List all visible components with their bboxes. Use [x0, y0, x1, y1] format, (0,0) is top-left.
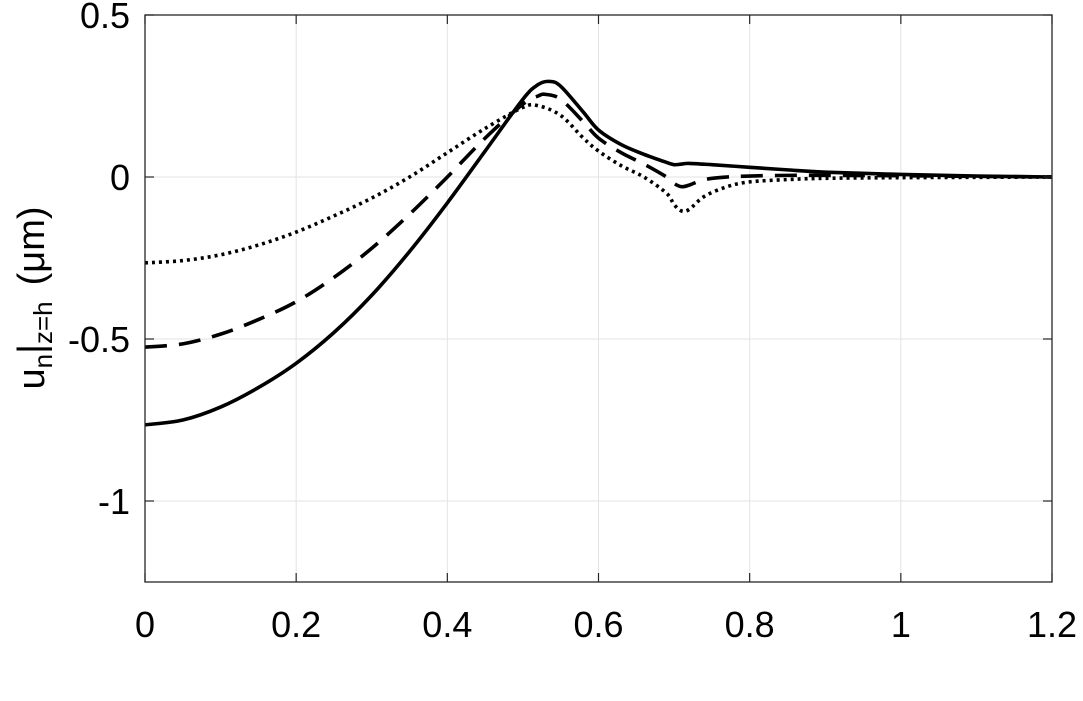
x-tick-label: 0.6	[573, 604, 623, 645]
y-tick-label: 0.5	[80, 0, 130, 36]
y-tick-label: 0	[110, 157, 130, 198]
x-tick-label: 1.2	[1027, 604, 1077, 645]
y-label-sub-z: z=h	[28, 301, 58, 344]
x-tick-labels: 0 0.2 0.4 0.6 0.8 1 1.2	[135, 604, 1077, 645]
x-tick-label: 0.2	[271, 604, 321, 645]
y-axis-label: un|z=h (μm)	[11, 207, 58, 390]
axis-ticks	[144, 14, 1053, 582]
series-line-solid	[144, 79, 1053, 427]
y-label-bar: |	[11, 344, 53, 354]
x-tick-label: 0	[135, 604, 155, 645]
series-line-dashed	[144, 92, 1053, 349]
y-label-u: u	[11, 368, 53, 389]
x-tick-label: 0.8	[725, 604, 775, 645]
y-tick-label: -0.5	[68, 319, 130, 360]
y-label-unit: (μm)	[11, 207, 53, 286]
series-group	[144, 79, 1053, 427]
x-tick-label: 1	[891, 604, 911, 645]
y-tick-labels: 0.5 0 -0.5 -1	[68, 0, 130, 522]
x-tick-label: 0.4	[422, 604, 472, 645]
series-line-dotted	[144, 102, 1053, 265]
y-tick-label: -1	[98, 481, 130, 522]
y-label-sub-n: n	[28, 354, 58, 368]
